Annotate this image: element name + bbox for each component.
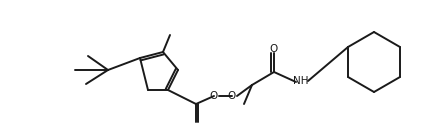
Text: O: O bbox=[228, 91, 236, 101]
Text: O: O bbox=[210, 91, 218, 101]
Text: NH: NH bbox=[293, 76, 309, 86]
Text: O: O bbox=[270, 44, 278, 54]
